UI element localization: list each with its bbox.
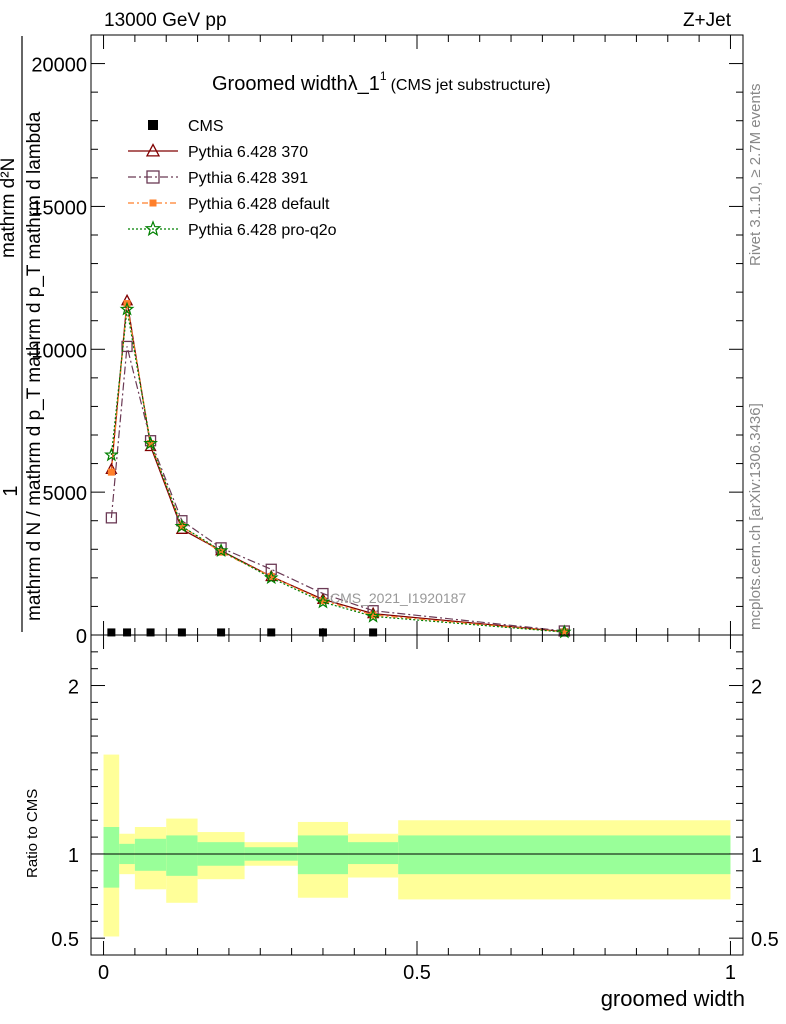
series-point-2 (105, 512, 118, 524)
ratio-bands-layer (103, 754, 731, 937)
series-line-1 (110, 300, 565, 633)
cms-point (369, 628, 378, 637)
series-point-3 (560, 628, 568, 636)
y-label-denominator: mathrm d N / mathrm d p_T mathrm d p_T m… (24, 111, 45, 621)
ratio-band-inner (348, 842, 399, 865)
x-tick-label: 0 (98, 962, 109, 984)
ratio-y-tick-label-right: 0.5 (751, 929, 779, 951)
legend-marker (146, 170, 160, 184)
cms-point (177, 628, 186, 637)
legend-label: Pythia 6.428 391 (188, 170, 308, 187)
ratio-y-tick-label: 0.5 (51, 929, 79, 951)
y-label-top: mathrm d²N (0, 158, 19, 258)
y-tick-label: 20000 (31, 55, 87, 77)
ratio-y-tick-label-right: 1 (751, 845, 762, 867)
rivet-version-label: Rivet 3.1.10, ≥ 2.7M events (747, 84, 764, 267)
series-line-3 (110, 303, 565, 633)
legend-marker (148, 120, 158, 130)
main-y-axis-label: 1 mathrm d N / mathrm d p_T mathrm d p_T… (0, 36, 45, 632)
series-point-4 (315, 594, 331, 609)
series-point-3 (217, 548, 225, 556)
series-point-3 (267, 572, 275, 580)
ratio-band-inner (297, 835, 349, 875)
y-tick-label: 5000 (43, 483, 88, 505)
series-point-2 (121, 340, 133, 353)
chart-title: Groomed widthλ_11(CMS jet substructure) (212, 69, 551, 95)
x-axis-label: groomed width (601, 986, 745, 1011)
series-point-3 (369, 611, 377, 619)
series-point-3 (178, 522, 186, 530)
y-label-numerator: 1 (0, 485, 22, 496)
ratio-y-tick-label: 1 (68, 845, 79, 867)
x-tick-label: 1 (725, 962, 736, 984)
y-tick-label: 15000 (31, 197, 87, 219)
legend-label: CMS (188, 118, 224, 135)
legend-marker (144, 220, 162, 237)
y-tick-label: 0 (76, 626, 87, 648)
series-point-4 (119, 301, 135, 316)
ratio-y-ticks: 0.5 0.5 1 1 2 2 (51, 651, 779, 951)
series-point-4 (104, 447, 119, 462)
series-point-4 (365, 608, 381, 623)
series-point-4 (143, 435, 158, 450)
series-point-3 (107, 468, 115, 476)
ratio-frame (90, 634, 744, 956)
ratio-band-inner (134, 838, 167, 871)
main-y-ticks: 0 5000 10000 15000 20000 (31, 34, 743, 648)
ratio-band-inner (166, 835, 198, 876)
legend: CMS Pythia 6.428 370 Pythia 6.428 391 Pythi… (128, 118, 337, 239)
ratio-x-ticks: 0 0.5 1 (98, 635, 736, 984)
series-point-3 (147, 440, 155, 448)
legend-marker (145, 143, 161, 157)
series-point-4 (213, 542, 229, 558)
ratio-y-axis-label: Ratio to CMS (24, 789, 41, 878)
main-panel: 0 5000 10000 15000 20000 CMS_2021_I1920187 G… (0, 34, 744, 648)
series-point-4 (263, 570, 279, 585)
series-line-4 (110, 309, 565, 633)
cms-point (217, 628, 226, 637)
legend-label: Pythia 6.428 default (188, 196, 330, 213)
legend-label: Pythia 6.428 370 (188, 144, 308, 161)
series-point-4 (174, 518, 190, 533)
ratio-y-tick-label: 2 (68, 677, 79, 699)
mcplots-label: mcplots.cern.ch [arXiv:1306.3436] (747, 403, 764, 630)
cms-point (107, 628, 116, 637)
ratio-band-inner (103, 827, 120, 888)
ratio-y-tick-label-right: 2 (751, 677, 762, 699)
cms-point (123, 628, 132, 637)
ratio-band-inner (398, 835, 731, 875)
y-tick-label: 10000 (31, 340, 87, 362)
legend-marker (149, 199, 157, 207)
cms-point (146, 628, 155, 637)
main-x-ticks (103, 35, 731, 635)
series-point-3 (319, 597, 327, 605)
x-tick-label: 0.5 (403, 962, 431, 984)
main-series-layer (104, 293, 572, 639)
analysis-watermark: CMS_2021_I1920187 (330, 590, 466, 606)
process-label: Z+Jet (683, 10, 732, 31)
ratio-panel: 0.5 0.51 12 2 0 0.5 1 Ratio to CMS groomed wi… (24, 634, 779, 1011)
legend-label: Pythia 6.428 pro-q2o (188, 222, 337, 239)
series-line-2 (110, 346, 565, 632)
cms-point (267, 628, 276, 637)
energy-label: 13000 GeV pp (104, 10, 227, 31)
